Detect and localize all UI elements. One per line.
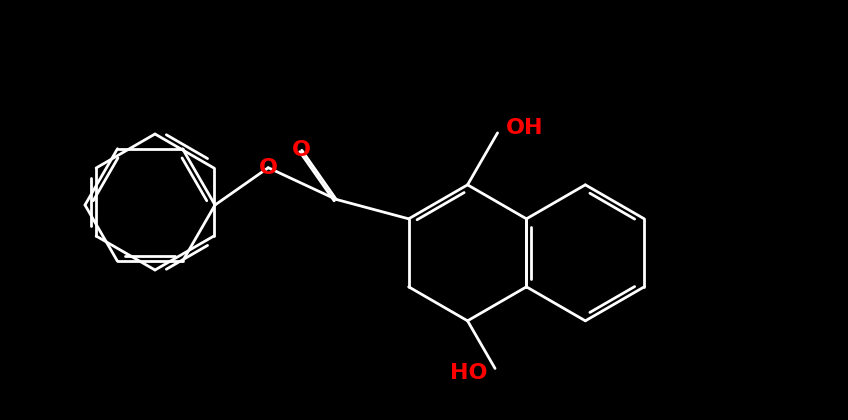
- Text: O: O: [293, 140, 311, 160]
- Text: OH: OH: [505, 118, 543, 138]
- Text: HO: HO: [449, 363, 487, 383]
- Text: O: O: [259, 158, 278, 178]
